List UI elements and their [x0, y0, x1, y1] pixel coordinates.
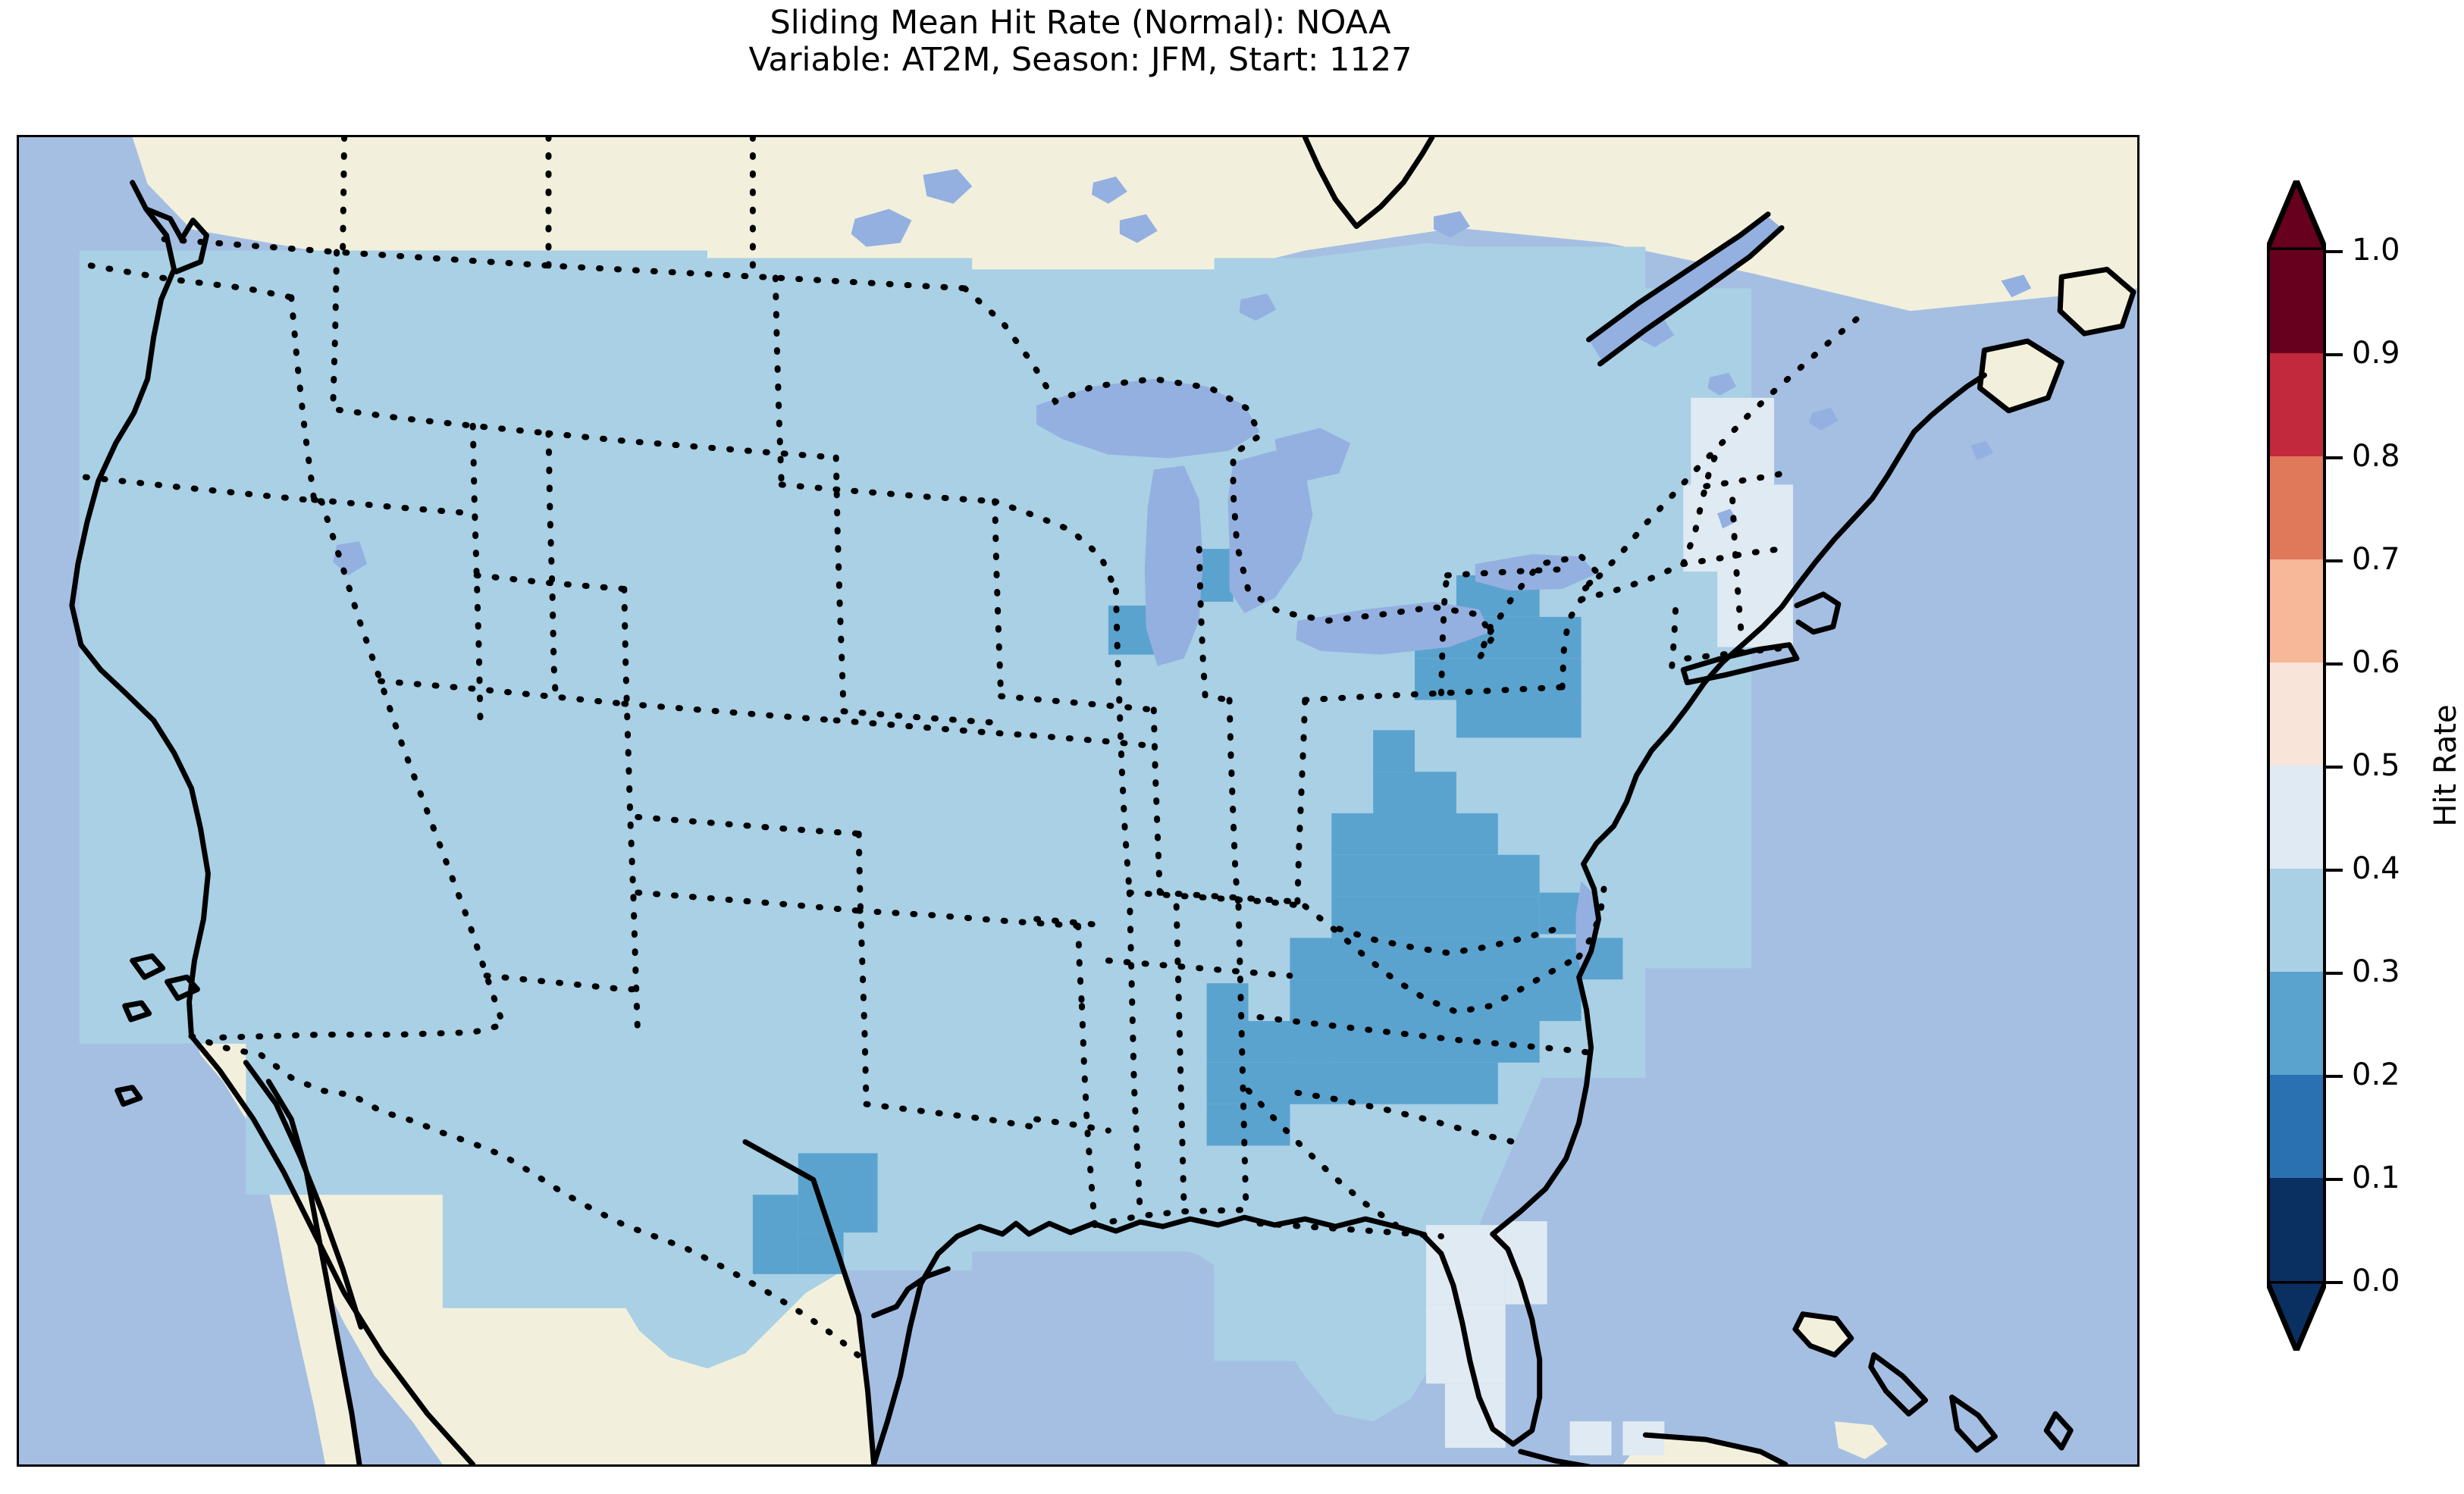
borders-layer [82, 137, 1861, 1364]
figure-title: Sliding Mean Hit Rate (Normal): NOAA Var… [0, 5, 2161, 79]
colorbar-tick-mark [2326, 1075, 2343, 1078]
data-grid-layer [79, 243, 1793, 1456]
lakes-layer [333, 168, 2032, 976]
colorbar-band [2267, 766, 2326, 869]
colorbar-tick-label: 0.2 [2352, 1057, 2400, 1092]
colorbar-tick-mark [2326, 869, 2343, 872]
colorbar-extend-bottom-arrow [2267, 1281, 2326, 1351]
colorbar-tick-label: 1.0 [2352, 233, 2400, 268]
colorbar-tick-mark [2326, 559, 2343, 562]
colorbar-band [2267, 353, 2326, 456]
colorbar-band [2267, 559, 2326, 662]
colorbar-band [2267, 250, 2326, 353]
map-svg [19, 137, 2137, 1464]
colorbar-tick-label: 0.8 [2352, 439, 2400, 474]
colorbar-tick-label: 0.5 [2352, 748, 2400, 783]
colorbar-tick-mark [2326, 1178, 2343, 1181]
colorbar-tick-mark [2326, 972, 2343, 975]
colorbar-tick-label: 0.1 [2352, 1160, 2400, 1195]
colorbar-tick-mark [2326, 456, 2343, 459]
colorbar-tick-label: 0.9 [2352, 336, 2400, 371]
colorbar-label: Hit Rate [2428, 704, 2463, 827]
colorbar-extend-top-arrow [2267, 180, 2326, 250]
colorbar-gradient[interactable] [2267, 250, 2326, 1281]
colorbar[interactable]: 1.0 0.9 0.8 0.7 0.6 0.5 0.4 0.3 0.2 0.1 0.0 Hit Ra… [2267, 180, 2463, 1351]
colorbar-tick-label: 0.6 [2352, 645, 2400, 680]
colorbar-band [2267, 972, 2326, 1075]
colorbar-tick-label: 0.3 [2352, 954, 2400, 989]
colorbar-tick-mark [2326, 250, 2343, 253]
colorbar-band [2267, 869, 2326, 972]
map-axes[interactable] [17, 135, 2140, 1467]
colorbar-tick-label: 0.4 [2352, 851, 2400, 886]
colorbar-band [2267, 456, 2326, 559]
colorbar-tick-mark [2326, 1281, 2343, 1284]
colorbar-tick-label: 0.7 [2352, 542, 2400, 577]
colorbar-band [2267, 1075, 2326, 1178]
colorbar-tick-mark [2326, 353, 2343, 356]
colorbar-band [2267, 662, 2326, 766]
colorbar-tick-mark [2326, 766, 2343, 769]
title-line-1: Sliding Mean Hit Rate (Normal): NOAA [770, 4, 1391, 42]
colorbar-band [2267, 1178, 2326, 1281]
colorbar-tick-label: 0.0 [2352, 1264, 2400, 1298]
colorbar-tick-mark [2326, 662, 2343, 666]
title-line-2: Variable: AT2M, Season: JFM, Start: 1127 [748, 41, 1412, 79]
